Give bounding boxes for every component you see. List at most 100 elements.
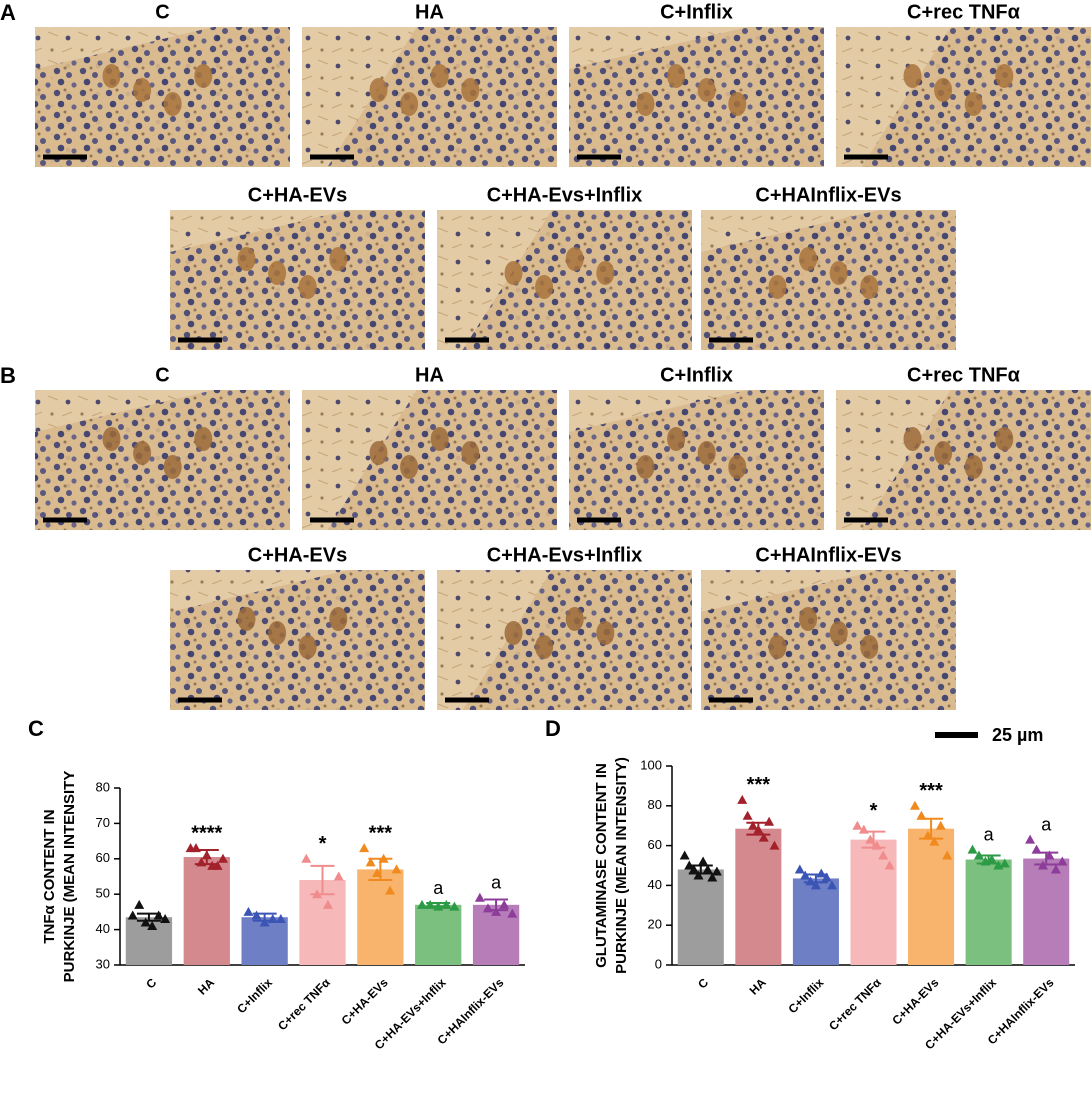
data-point [201,850,212,860]
data-point [884,860,895,870]
panel-title: C+rec TNFα [907,1,1021,23]
micrograph [836,27,1091,167]
data-point [805,876,816,886]
x-tick-label: C [143,975,159,991]
y-tick-label: 80 [648,797,662,812]
micrograph [35,27,290,167]
y-tick-label: 60 [648,837,662,852]
significance: *** [747,774,771,796]
data-point [372,867,383,877]
purkinje-cell [400,455,419,479]
purkinje-cell [430,64,449,88]
purkinje-cell [102,427,121,451]
data-point [441,899,452,909]
purkinje-cell [163,92,182,116]
purkinje-cell [535,635,554,659]
data-point [190,843,201,853]
x-tick-label: C+HA-EVs [339,975,391,1027]
granular-layer [701,210,956,350]
significance: a [1041,814,1052,834]
data-point [1037,860,1048,870]
significance: *** [919,780,943,802]
bar [1023,858,1070,965]
purkinje-cell [329,607,348,631]
purkinje-cell [995,427,1014,451]
bar [735,828,782,965]
granular-layer [462,210,692,350]
significance: * [319,833,327,855]
micrograph [170,570,425,710]
purkinje-cell [194,64,213,88]
micrograph [302,390,557,530]
data-point [742,810,753,820]
data-point [160,913,171,923]
panel-label: B [0,363,16,388]
purkinje-cell [268,261,287,285]
data-point [800,870,811,880]
data-point [1025,834,1036,844]
data-point [507,908,518,918]
data-point [711,866,722,876]
y-tick-label: 40 [96,921,110,936]
purkinje-cell [728,455,747,479]
data-point [322,899,333,909]
data-point [878,850,889,860]
panel-title: C [155,1,169,23]
purkinje-cell [799,247,818,271]
data-point [794,864,805,874]
panel-title: C+HAInflix-EVs [755,184,901,206]
panel-title: C+HA-Evs+Inflix [487,184,643,206]
significance: a [433,878,444,898]
data-point [999,858,1010,868]
data-point [737,794,748,804]
data-point [688,864,699,874]
y-tick-label: 80 [96,779,110,794]
data-point [986,854,997,864]
x-tick-label: C [695,975,711,991]
purkinje-cell [504,621,523,645]
x-tick-label: C+rec TNFα [275,975,333,1033]
purkinje-cell [298,275,317,299]
purkinje-cell [329,247,348,271]
data-point [764,816,775,826]
purkinje-cell [535,275,554,299]
purkinje-cell [268,621,287,645]
purkinje-cell [369,441,388,465]
x-tick-label: HA [747,975,769,997]
purkinje-cell [636,92,655,116]
data-point [693,870,704,880]
panel-title: C+Inflix [660,364,733,386]
panel-title: C+HA-EVs [248,184,347,206]
data-point [196,857,207,867]
granular-layer [327,390,557,530]
data-point [967,844,978,854]
x-tick-label: C+Inflix [234,975,275,1016]
granular-layer [701,570,956,710]
granular-layer [170,210,425,350]
panel-title: C+HA-Evs+Inflix [487,544,643,566]
data-point [922,830,933,840]
x-tick-label: C+HA-EVs [889,975,941,1027]
data-point [127,910,138,920]
purkinje-cell [934,441,953,465]
panel-label: C [28,716,44,741]
y-tick-label: 60 [96,850,110,865]
data-point [217,853,228,863]
data-point [753,824,764,834]
granular-layer [462,570,692,710]
data-point [147,921,158,931]
data-point [378,853,389,863]
purkinje-cell [903,64,922,88]
micrograph [170,210,425,350]
data-point [865,834,876,844]
purkinje-cell [369,78,388,102]
purkinje-cell [964,92,983,116]
purkinje-cell [697,441,716,465]
purkinje-cell [768,635,787,659]
purkinje-cell [504,261,523,285]
purkinje-cell [298,635,317,659]
data-point [365,857,376,867]
granular-layer [35,27,290,167]
data-point [391,864,402,874]
